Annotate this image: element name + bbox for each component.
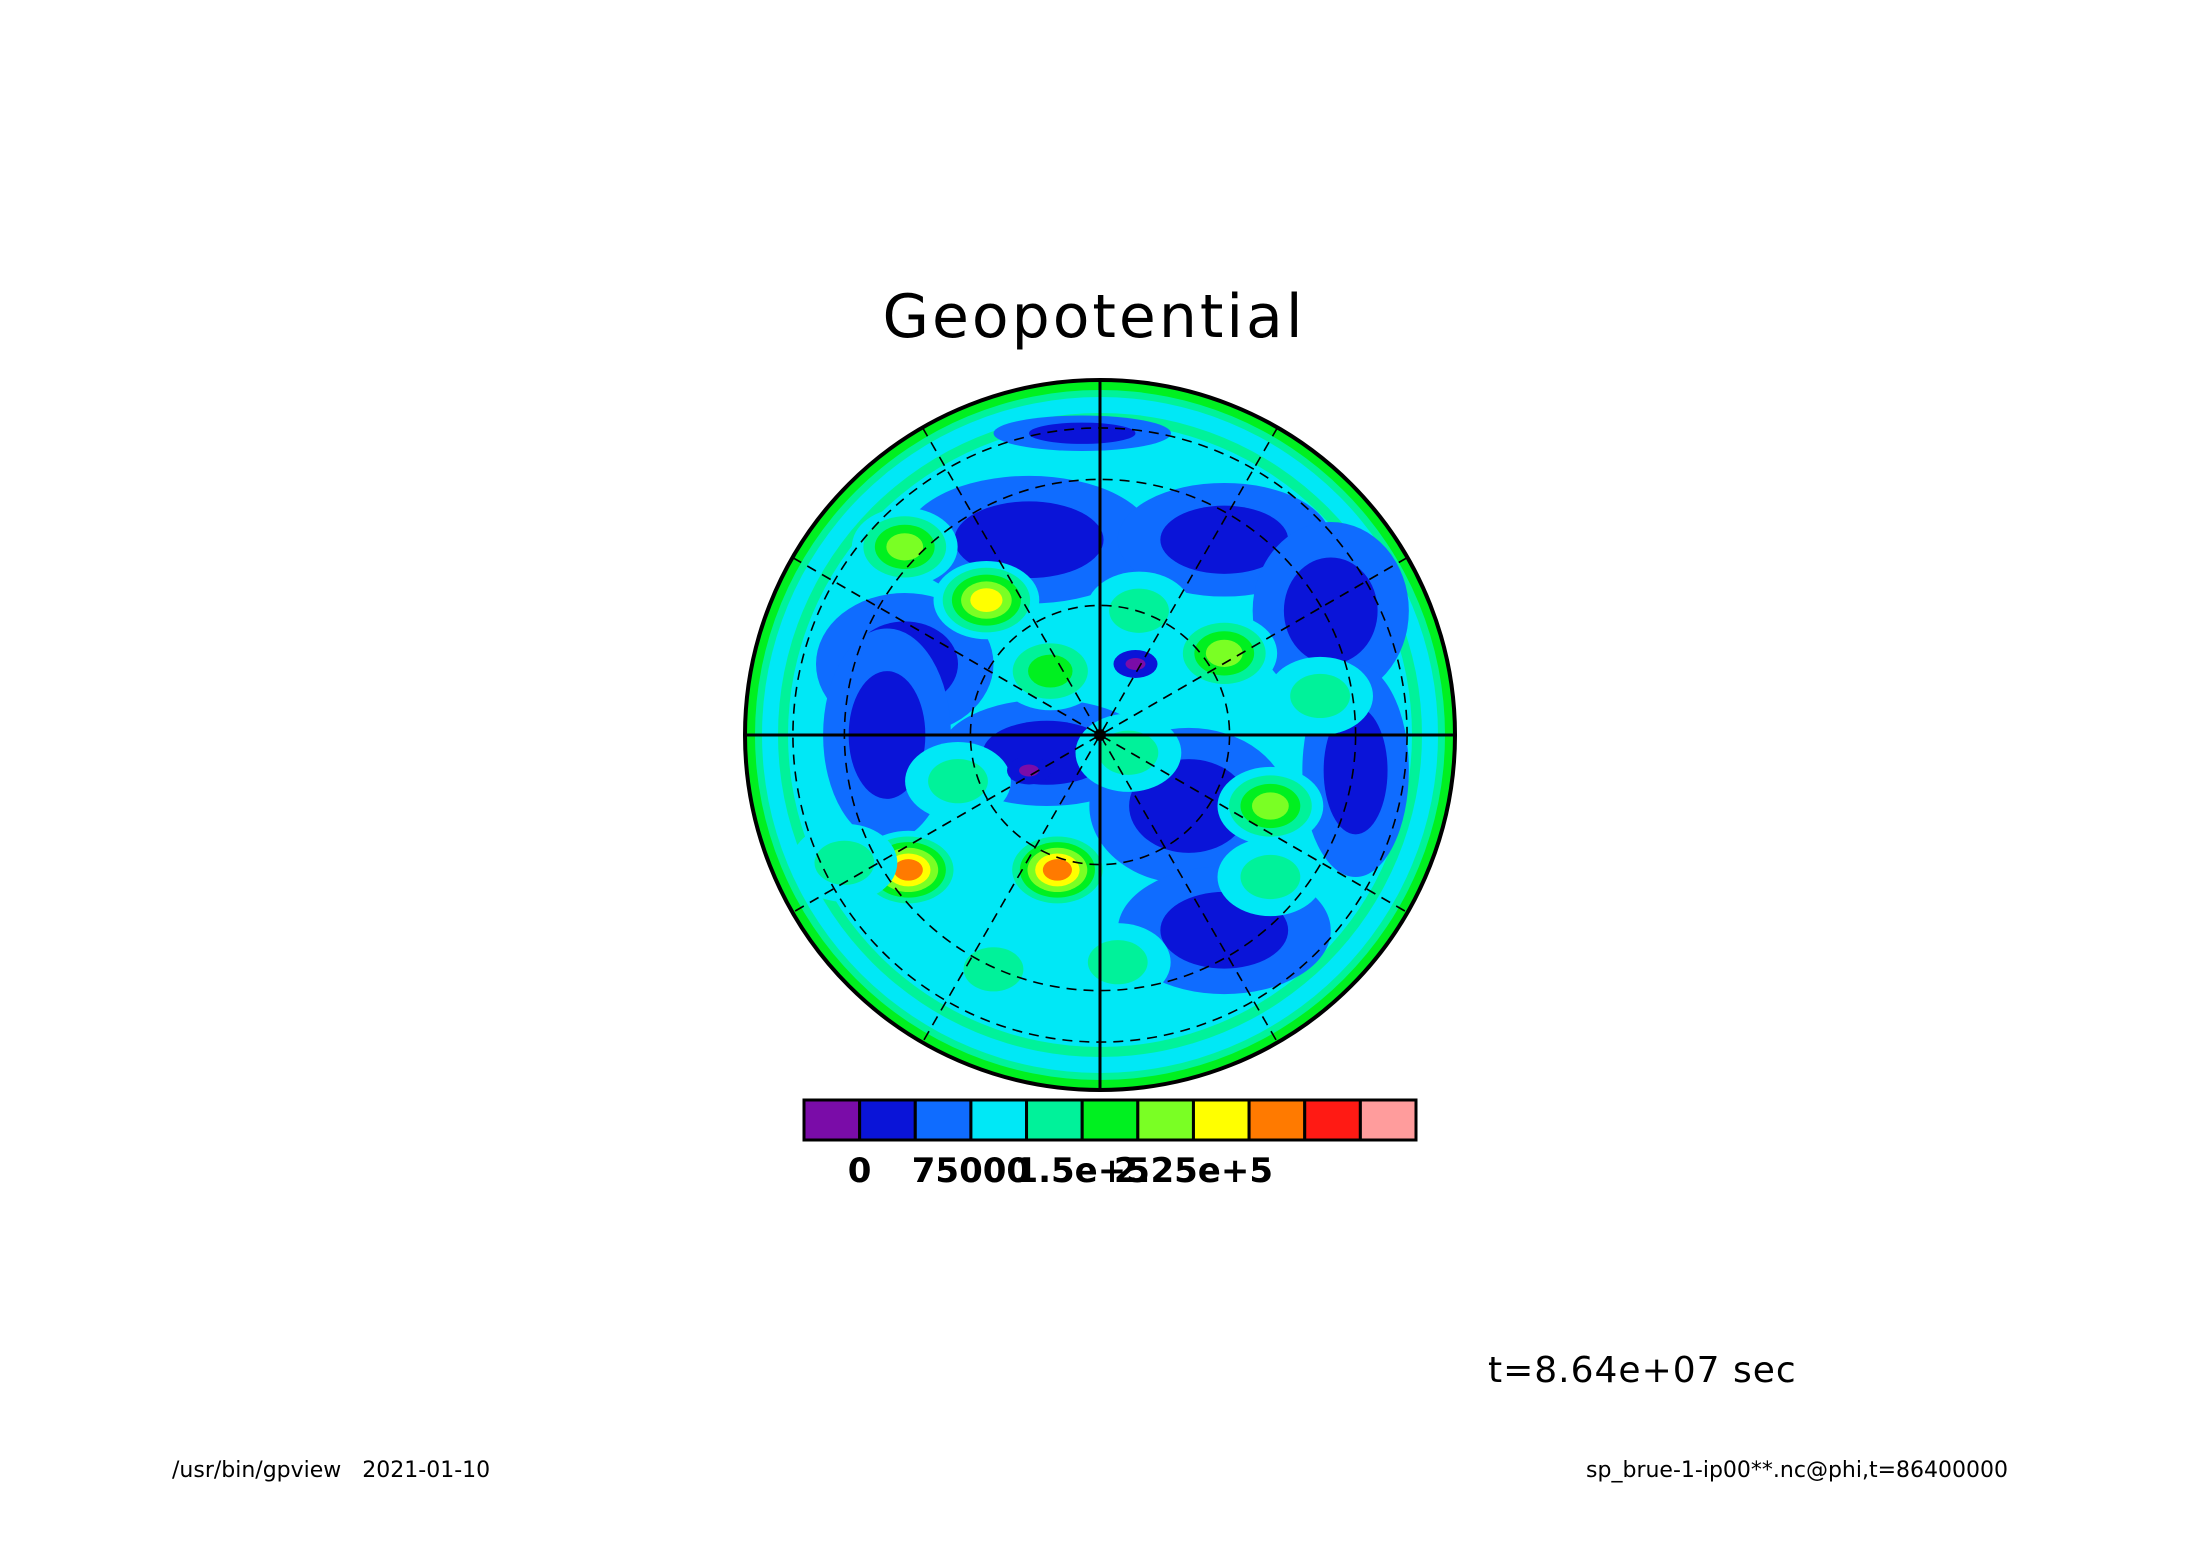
colorbar-box-5 bbox=[1080, 1098, 1140, 1142]
colorbar-tick-label-3: 2.25e+5 bbox=[1114, 1151, 1273, 1191]
colorbar-tick-label-2: 1.5e+5 bbox=[1014, 1151, 1149, 1191]
colorbar-box-8 bbox=[1247, 1098, 1307, 1142]
field-feature-7 bbox=[1217, 837, 1324, 917]
colorbar-box-10 bbox=[1358, 1098, 1418, 1142]
colorbar-box-6 bbox=[1136, 1098, 1195, 1142]
field-feature-15 bbox=[1007, 756, 1051, 785]
footer-left: /usr/bin/gpview 2021-01-10 bbox=[172, 1458, 490, 1483]
colorbar-tick-label-0: 0 bbox=[848, 1151, 872, 1191]
field-feature-14 bbox=[1064, 923, 1171, 1002]
low-core-8 bbox=[1323, 706, 1388, 835]
field-feature-11 bbox=[1075, 713, 1182, 792]
latitude-circle-1 bbox=[843, 478, 1357, 992]
footer-source: sp_brue-1-ip00**.nc@phi,t=86400000 bbox=[1586, 1458, 2008, 1483]
pole-marker bbox=[1094, 729, 1106, 741]
field-feature-10 bbox=[905, 742, 1011, 821]
low-core-9 bbox=[1029, 422, 1136, 444]
field-feature-5 bbox=[1267, 656, 1373, 736]
low-core-0 bbox=[954, 501, 1104, 579]
field-feature-0 bbox=[851, 507, 958, 586]
chart-title: Geopotential bbox=[882, 282, 1306, 352]
colorbar-box-0 bbox=[802, 1098, 862, 1142]
time-label: t=8.64e+07 sec bbox=[1488, 1350, 1797, 1391]
colorbar-box-3 bbox=[969, 1098, 1029, 1142]
footer-date: 2021-01-10 bbox=[362, 1458, 491, 1483]
colorbar-box-1 bbox=[858, 1098, 917, 1142]
latitude-circle-2 bbox=[792, 427, 1408, 1043]
field-feature-13 bbox=[940, 930, 1047, 1009]
colorbar-box-7 bbox=[1191, 1098, 1251, 1142]
colorbar-box-9 bbox=[1303, 1098, 1362, 1142]
latitude-circle-0 bbox=[969, 604, 1231, 866]
field-feature-4 bbox=[1171, 614, 1278, 693]
field-feature-2 bbox=[997, 632, 1104, 711]
map-grid bbox=[745, 380, 1455, 1090]
plot-boundary bbox=[743, 378, 1457, 1092]
colorbar-box-4 bbox=[1025, 1098, 1084, 1142]
field-feature-12 bbox=[791, 823, 898, 902]
footer-program: /usr/bin/gpview bbox=[172, 1458, 342, 1483]
colorbar-box-2 bbox=[913, 1098, 973, 1142]
field-feature-16 bbox=[1113, 650, 1158, 678]
low-core-3 bbox=[1283, 557, 1378, 664]
colorbar-tick-label-1: 75000 bbox=[912, 1151, 1030, 1191]
field-feature-1 bbox=[933, 561, 1040, 640]
low-core-1 bbox=[1160, 505, 1289, 574]
polar-plot bbox=[743, 378, 1457, 1092]
field-feature-9 bbox=[1004, 830, 1111, 909]
